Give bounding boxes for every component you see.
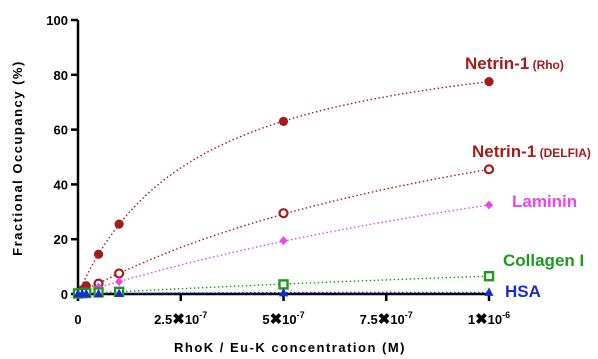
data-point [93,249,104,259]
data-point [483,270,495,282]
series-label: Netrin-1 (DELFIA) [472,142,591,161]
series-label: Collagen I [503,251,584,270]
data-point [279,236,288,246]
series-label: Laminin [512,192,577,211]
x-axis-title: RhoK / Eu-K concentration (M) [174,340,406,355]
fit-curve [77,291,489,295]
fit-curve [77,275,490,295]
data-point [94,288,104,298]
series-label: Netrin-1 (Rho) [465,54,564,73]
data-point [484,77,494,87]
data-point [279,287,288,297]
series-labels: Netrin-1 (Rho) Netrin-1 (DELFIA) Laminin Co… [465,54,591,301]
fit-curve [77,81,490,295]
x-tick-label: 1✖10-6 [468,310,510,328]
series-label: HSA [505,282,541,301]
data-point [485,200,493,210]
data-point [114,219,124,229]
data-point [115,277,124,287]
y-axis-title: Fractional Occupancy (%) [10,60,25,256]
data-point [113,268,125,279]
x-ticks: 0 2.5✖10-7 5✖10-7 7.5✖10-7 1✖10-6 [74,294,510,328]
y-tick-label: 60 [54,123,68,138]
x-tick-label: 7.5✖10-7 [360,310,413,328]
x-tick-label: 0 [74,312,81,327]
y-ticks: 0 20 40 60 80 100 [46,13,78,302]
data-point [484,287,494,296]
data-points [72,77,495,299]
data-point [114,288,124,297]
fit-curves [77,81,490,295]
x-tick-label: 2.5✖10-7 [154,310,207,328]
data-point [483,164,495,175]
data-point [81,288,91,298]
data-point [278,116,289,126]
y-tick-label: 100 [46,13,68,28]
y-tick-label: 0 [61,287,68,302]
y-tick-label: 20 [54,232,68,247]
data-point [278,279,289,290]
axes [76,20,489,296]
y-tick-label: 80 [54,68,68,83]
data-point [278,208,289,219]
x-tick-label: 5✖10-7 [262,310,304,328]
y-tick-label: 40 [54,177,68,192]
